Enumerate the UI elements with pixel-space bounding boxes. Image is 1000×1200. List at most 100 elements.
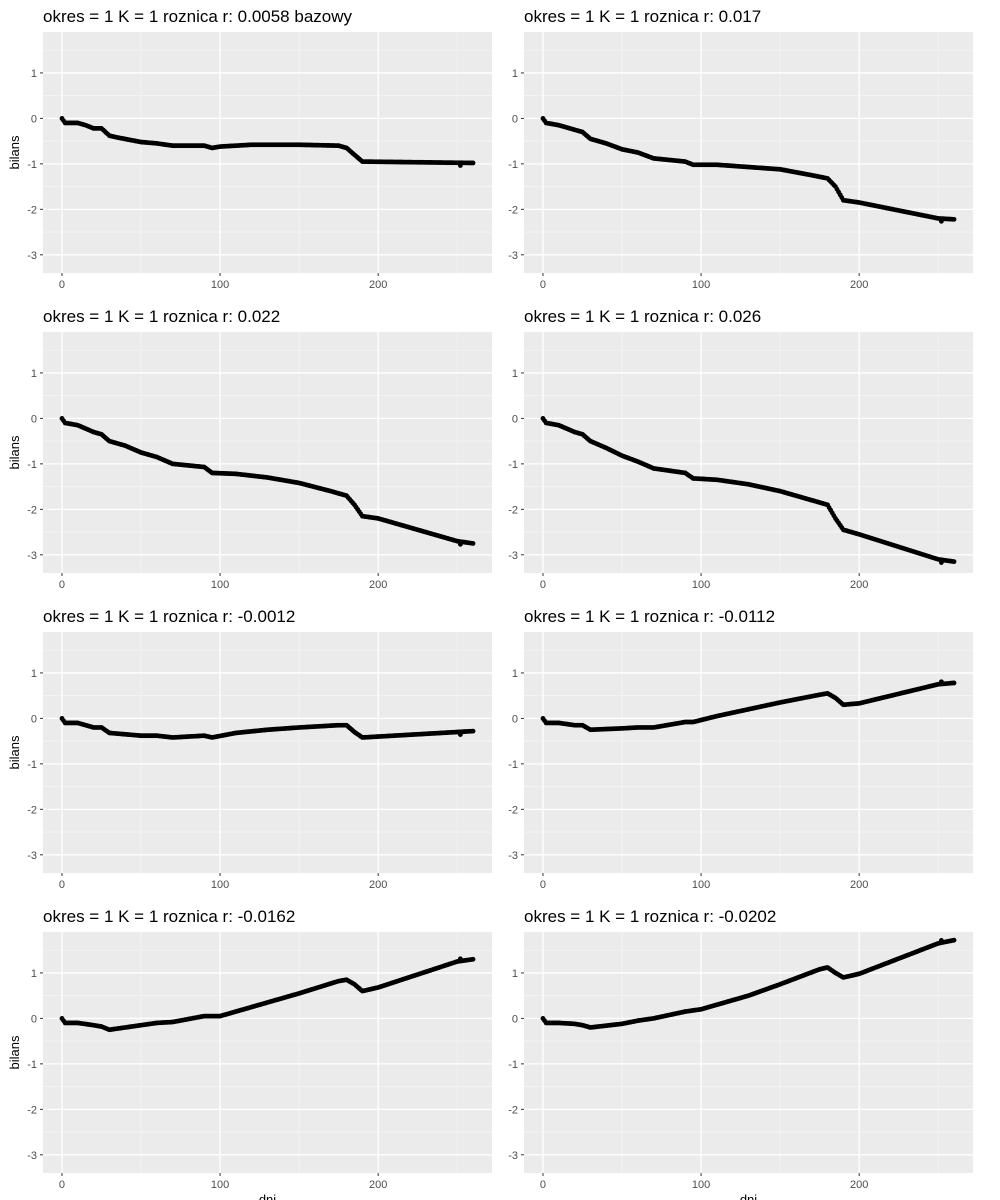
panel-background — [43, 32, 492, 273]
data-point — [951, 680, 957, 686]
data-point — [457, 956, 463, 962]
x-tick-label: 0 — [540, 879, 546, 891]
y-tick-label: -3 — [508, 850, 518, 862]
x-axis-label: dni — [740, 1192, 757, 1200]
data-point — [457, 163, 463, 168]
x-tick-label: 200 — [369, 1179, 387, 1191]
facet-panel-8: 0 100 200 -3 -2 -1 0 1 okres = 1 K = 1 roznica r… — [508, 907, 973, 1200]
y-tick-label: 0 — [512, 713, 518, 725]
y-tick-label: -1 — [27, 159, 37, 171]
x-tick-label: 100 — [692, 279, 710, 291]
facet-panel-2: 0 100 200 -3 -2 -1 0 1 okres = 1 K = 1 roznica r… — [508, 7, 973, 291]
x-tick-label: 100 — [692, 579, 710, 591]
y-tick-label: 1 — [31, 668, 37, 680]
y-axis-label: bilans — [7, 735, 22, 769]
y-tick-label: 1 — [512, 668, 518, 680]
data-points — [59, 416, 476, 547]
panel-background — [524, 932, 973, 1173]
x-tick-label: 0 — [59, 879, 65, 891]
x-tick-label: 200 — [369, 879, 387, 891]
y-tick-label: -1 — [27, 759, 37, 771]
data-point — [457, 732, 463, 737]
x-tick-label: 200 — [369, 279, 387, 291]
y-tick-label: -2 — [508, 204, 518, 216]
y-tick-label: 1 — [512, 368, 518, 380]
x-tick-label: 0 — [59, 1179, 65, 1191]
y-tick-label: -3 — [27, 1150, 37, 1162]
y-tick-label: -3 — [27, 250, 37, 262]
panel-background — [43, 332, 492, 573]
data-point — [938, 218, 944, 224]
panel-background — [43, 632, 492, 873]
y-tick-label: 0 — [31, 113, 37, 125]
y-tick-label: -1 — [508, 1059, 518, 1071]
y-tick-label: 1 — [31, 368, 37, 380]
facet-panel-3: 0 100 200 -3 -2 -1 0 1 okres = 1 K = 1 roznica r… — [7, 307, 492, 591]
panel-title: okres = 1 K = 1 roznica r: -0.0162 — [43, 907, 295, 926]
x-tick-label: 200 — [850, 879, 868, 891]
y-tick-label: -3 — [508, 550, 518, 562]
data-point — [938, 679, 944, 685]
data-points — [59, 716, 476, 740]
y-tick-label: 1 — [31, 68, 37, 80]
panel-title: okres = 1 K = 1 roznica r: 0.022 — [43, 307, 280, 326]
data-point — [470, 728, 476, 734]
data-point — [470, 956, 476, 962]
y-tick-label: -1 — [508, 159, 518, 171]
y-tick-label: -1 — [508, 759, 518, 771]
x-tick-label: 200 — [850, 1179, 868, 1191]
panel-title: okres = 1 K = 1 roznica r: -0.0112 — [524, 607, 775, 626]
x-tick-label: 200 — [850, 279, 868, 291]
x-tick-label: 100 — [211, 279, 229, 291]
panel-title: okres = 1 K = 1 roznica r: 0.026 — [524, 307, 761, 326]
y-axis-label: bilans — [7, 435, 22, 469]
y-tick-label: -1 — [27, 1059, 37, 1071]
y-tick-label: 0 — [512, 113, 518, 125]
data-point — [470, 541, 476, 546]
x-tick-label: 0 — [540, 279, 546, 291]
y-tick-label: 0 — [512, 1013, 518, 1025]
y-tick-label: 1 — [512, 968, 518, 980]
facet-panel-4: 0 100 200 -3 -2 -1 0 1 okres = 1 K = 1 roznica r… — [508, 307, 973, 591]
x-tick-label: 0 — [59, 579, 65, 591]
y-tick-label: -2 — [508, 504, 518, 516]
data-point — [470, 160, 476, 166]
panel-title: okres = 1 K = 1 roznica r: -0.0202 — [524, 907, 776, 926]
data-points — [59, 116, 476, 168]
y-tick-label: -3 — [508, 250, 518, 262]
y-tick-label: -3 — [508, 1150, 518, 1162]
y-tick-label: -2 — [27, 204, 37, 216]
panel-title: okres = 1 K = 1 roznica r: -0.0012 — [43, 607, 295, 626]
y-axis-label: bilans — [7, 135, 22, 169]
facet-panel-5: 0 100 200 -3 -2 -1 0 1 okres = 1 K = 1 roznica r… — [7, 607, 492, 891]
y-axis-label: bilans — [7, 1035, 22, 1069]
y-tick-label: 1 — [31, 968, 37, 980]
x-tick-label: 0 — [540, 579, 546, 591]
data-point — [938, 938, 944, 943]
y-tick-label: -2 — [508, 1104, 518, 1116]
x-tick-label: 100 — [692, 1179, 710, 1191]
panel-title: okres = 1 K = 1 roznica r: 0.0058 bazowy — [43, 7, 353, 26]
x-tick-label: 100 — [211, 579, 229, 591]
y-tick-label: 1 — [512, 68, 518, 80]
panel-background — [524, 332, 973, 573]
panel-background — [524, 32, 973, 273]
panel-title: okres = 1 K = 1 roznica r: 0.017 — [524, 7, 761, 26]
data-point — [951, 559, 957, 565]
facet-panel-1: 0 100 200 -3 -2 -1 0 1 okres = 1 K = 1 roznica r… — [7, 7, 492, 291]
y-tick-label: 0 — [31, 413, 37, 425]
facet-panel-6: 0 100 200 -3 -2 -1 0 1 okres = 1 K = 1 roznica r… — [508, 607, 973, 891]
y-tick-label: -1 — [508, 459, 518, 471]
x-tick-label: 200 — [850, 579, 868, 591]
data-point — [951, 937, 957, 943]
y-tick-label: -3 — [27, 550, 37, 562]
x-tick-label: 100 — [211, 879, 229, 891]
y-tick-label: 0 — [512, 413, 518, 425]
data-point — [951, 216, 957, 222]
y-tick-label: -2 — [508, 804, 518, 816]
x-axis-label: dni — [259, 1192, 276, 1200]
y-tick-label: -2 — [27, 804, 37, 816]
y-tick-label: -2 — [27, 504, 37, 516]
data-point — [938, 560, 944, 565]
